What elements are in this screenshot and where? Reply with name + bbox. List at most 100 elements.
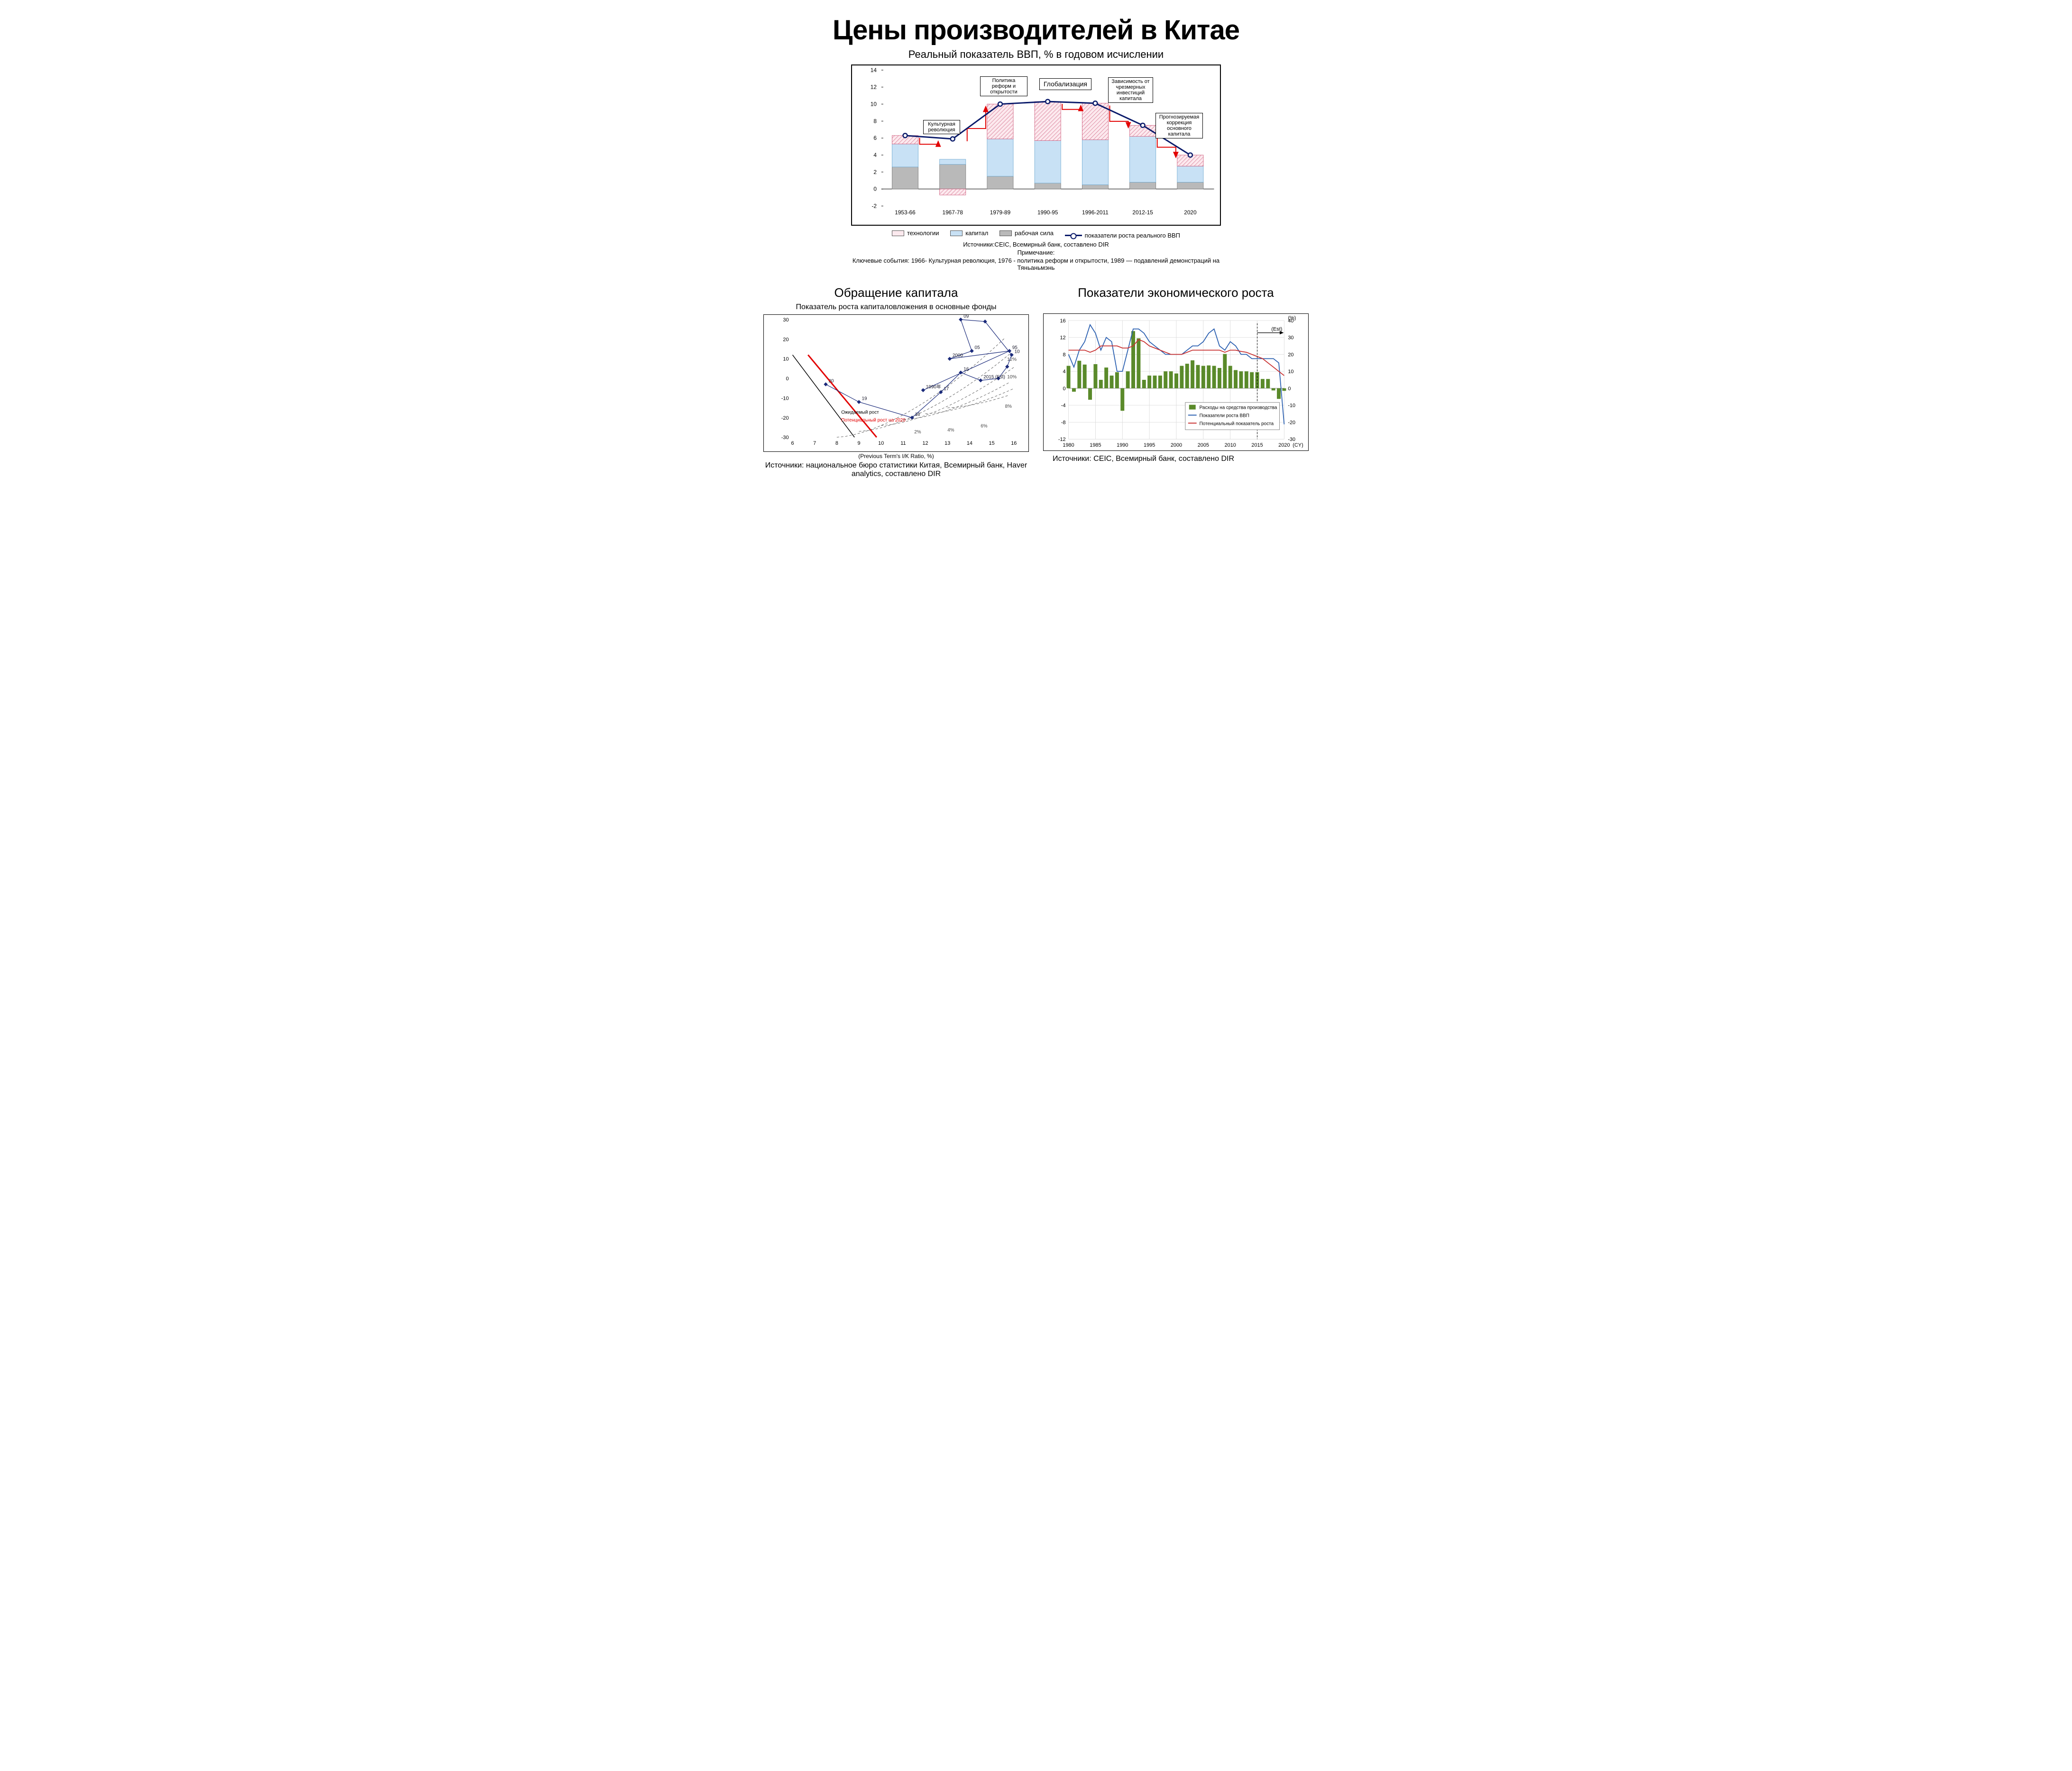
- svg-text:0: 0: [873, 186, 877, 193]
- svg-text:2010: 2010: [1225, 442, 1236, 448]
- svg-text:2005: 2005: [1198, 442, 1209, 448]
- chart2-title: Обращение капитала: [763, 285, 1029, 300]
- svg-text:1995: 1995: [1144, 442, 1155, 448]
- svg-text:1953-66: 1953-66: [895, 209, 916, 216]
- bottom-row: Обращение капитала Показатель роста капи…: [19, 285, 2053, 478]
- svg-text:-10: -10: [781, 395, 789, 401]
- svg-text:10: 10: [1288, 369, 1293, 375]
- svg-text:12%: 12%: [1007, 357, 1017, 362]
- annot-global: Глобализация: [1039, 78, 1091, 90]
- svg-text:16: 16: [963, 367, 969, 372]
- legend-tech-label: технологии: [907, 229, 939, 237]
- annot-reform: Политика реформ и открытости: [980, 76, 1027, 96]
- svg-text:10: 10: [878, 440, 884, 446]
- svg-text:1990年: 1990年: [926, 383, 941, 389]
- svg-text:17: 17: [944, 386, 949, 392]
- svg-text:6%: 6%: [981, 423, 988, 429]
- svg-text:14: 14: [967, 440, 972, 446]
- svg-text:14: 14: [871, 67, 877, 73]
- svg-text:9: 9: [858, 440, 861, 446]
- svg-text:-20: -20: [781, 415, 789, 421]
- svg-text:11: 11: [900, 440, 906, 446]
- chart1-subtitle: Реальный показатель ВВП, % в годовом исч…: [19, 48, 2053, 61]
- svg-text:8: 8: [1063, 352, 1066, 358]
- chart2-svg: 678910111213141516-30-20-1001020302%4%6%…: [764, 315, 1028, 451]
- chart2-xlabel: (Previous Term's I/K Ratio, %): [763, 453, 1029, 459]
- svg-text:-12: -12: [1058, 437, 1066, 442]
- svg-text:15: 15: [989, 440, 995, 446]
- svg-text:16: 16: [1060, 318, 1065, 323]
- svg-text:20: 20: [828, 378, 834, 384]
- svg-text:Показатели роста ВВП: Показатели роста ВВП: [1200, 413, 1249, 418]
- svg-text:10: 10: [871, 101, 877, 107]
- svg-text:1980: 1980: [1063, 442, 1074, 448]
- svg-text:-4: -4: [1061, 403, 1066, 408]
- svg-text:(CY): (CY): [1293, 442, 1303, 448]
- legend-capital-label: капитал: [965, 229, 988, 237]
- svg-text:-10: -10: [1288, 403, 1295, 408]
- svg-text:6: 6: [873, 135, 877, 141]
- svg-text:2020: 2020: [1184, 209, 1197, 216]
- svg-text:2000: 2000: [953, 353, 963, 358]
- annot-correction: Прогнозируемая коррекция основного капит…: [1155, 113, 1203, 138]
- svg-text:2015: 2015: [1251, 442, 1263, 448]
- svg-text:4: 4: [873, 152, 877, 158]
- chart3-container: Показатели экономического роста -12 -8 -4 0…: [1043, 285, 1309, 478]
- legend-line: показатели роста реального ВВП: [1065, 232, 1180, 239]
- svg-text:2%: 2%: [914, 429, 921, 434]
- chart2-container: Обращение капитала Показатель роста капи…: [763, 285, 1029, 478]
- legend-line-label: показатели роста реального ВВП: [1085, 232, 1180, 239]
- svg-text:12: 12: [923, 440, 928, 446]
- svg-text:1996-2011: 1996-2011: [1082, 209, 1109, 216]
- chart1-note: Ключевые события: 1966- Культурная револ…: [851, 257, 1221, 271]
- annot-cultural-rev: Культурная революция: [923, 120, 960, 134]
- svg-text:13: 13: [944, 440, 950, 446]
- legend-capital: капитал: [950, 229, 988, 237]
- svg-text:Потенциальный показатель роста: Потенциальный показатель роста: [1200, 421, 1274, 426]
- chart1-note-label: Примечание:: [851, 249, 1221, 256]
- page-title: Цены производителей в Китае: [19, 14, 2053, 46]
- legend-labor: рабочая сила: [999, 229, 1054, 237]
- svg-text:-2: -2: [871, 202, 877, 209]
- chart1-legend: технологии капитал рабочая сила показате…: [851, 229, 1221, 239]
- svg-text:19: 19: [862, 396, 868, 401]
- svg-text:(%): (%): [1288, 315, 1296, 321]
- svg-text:Потенциальный рост на 2020: Потенциальный рост на 2020: [841, 418, 906, 423]
- svg-text:2012-15: 2012-15: [1132, 209, 1153, 216]
- chart1-svg: -2 0 2 4 6 8 10 12 14 1953-66 1967-78 1979-89 1990-9…: [852, 65, 1220, 225]
- svg-text:0: 0: [1288, 385, 1291, 391]
- svg-text:(Est): (Est): [1271, 326, 1282, 332]
- svg-text:-30: -30: [1288, 437, 1295, 442]
- svg-text:1990: 1990: [1117, 442, 1128, 448]
- svg-text:4%: 4%: [947, 427, 954, 432]
- chart2-plot: 678910111213141516-30-20-1001020302%4%6%…: [763, 314, 1029, 452]
- svg-text:6: 6: [791, 440, 794, 446]
- legend-tech: технологии: [892, 229, 939, 237]
- svg-text:20: 20: [1288, 352, 1293, 358]
- svg-text:-8: -8: [1061, 420, 1066, 425]
- chart3-plot: -12-8-40481216-30-20-10010203040(%)19801…: [1043, 313, 1309, 451]
- svg-text:12: 12: [871, 84, 877, 91]
- svg-text:10: 10: [1015, 349, 1020, 354]
- svg-text:10%: 10%: [1007, 375, 1017, 380]
- svg-text:1979-89: 1979-89: [990, 209, 1011, 216]
- svg-text:0: 0: [786, 376, 788, 382]
- chart3-svg: -12-8-40481216-30-20-10010203040(%)19801…: [1044, 314, 1308, 450]
- svg-text:4: 4: [1063, 369, 1066, 375]
- chart3-source: Источники: CEIC, Всемирный банк, составл…: [1043, 455, 1309, 463]
- chart1-plot: -2 0 2 4 6 8 10 12 14 1953-66 1967-78 1979-89 1990-9…: [851, 64, 1221, 226]
- svg-text:2015 (Est): 2015 (Est): [983, 375, 1005, 380]
- svg-text:-30: -30: [781, 435, 789, 440]
- svg-text:1990-95: 1990-95: [1037, 209, 1058, 216]
- svg-text:05: 05: [975, 345, 981, 350]
- svg-text:8%: 8%: [1005, 404, 1012, 409]
- svg-text:12: 12: [1060, 335, 1065, 340]
- svg-text:2: 2: [873, 169, 877, 175]
- chart1-container: -2 0 2 4 6 8 10 12 14 1953-66 1967-78 1979-89 1990-9…: [851, 64, 1221, 271]
- chart1-source: Источники:CEIC, Всемирный банк, составле…: [851, 241, 1221, 248]
- svg-text:-20: -20: [1288, 420, 1295, 425]
- chart2-subtitle: Показатель роста капиталовложения в осно…: [763, 303, 1029, 312]
- svg-text:1967-78: 1967-78: [943, 209, 963, 216]
- chart3-title: Показатели экономического роста: [1043, 285, 1309, 300]
- svg-text:8: 8: [873, 118, 877, 124]
